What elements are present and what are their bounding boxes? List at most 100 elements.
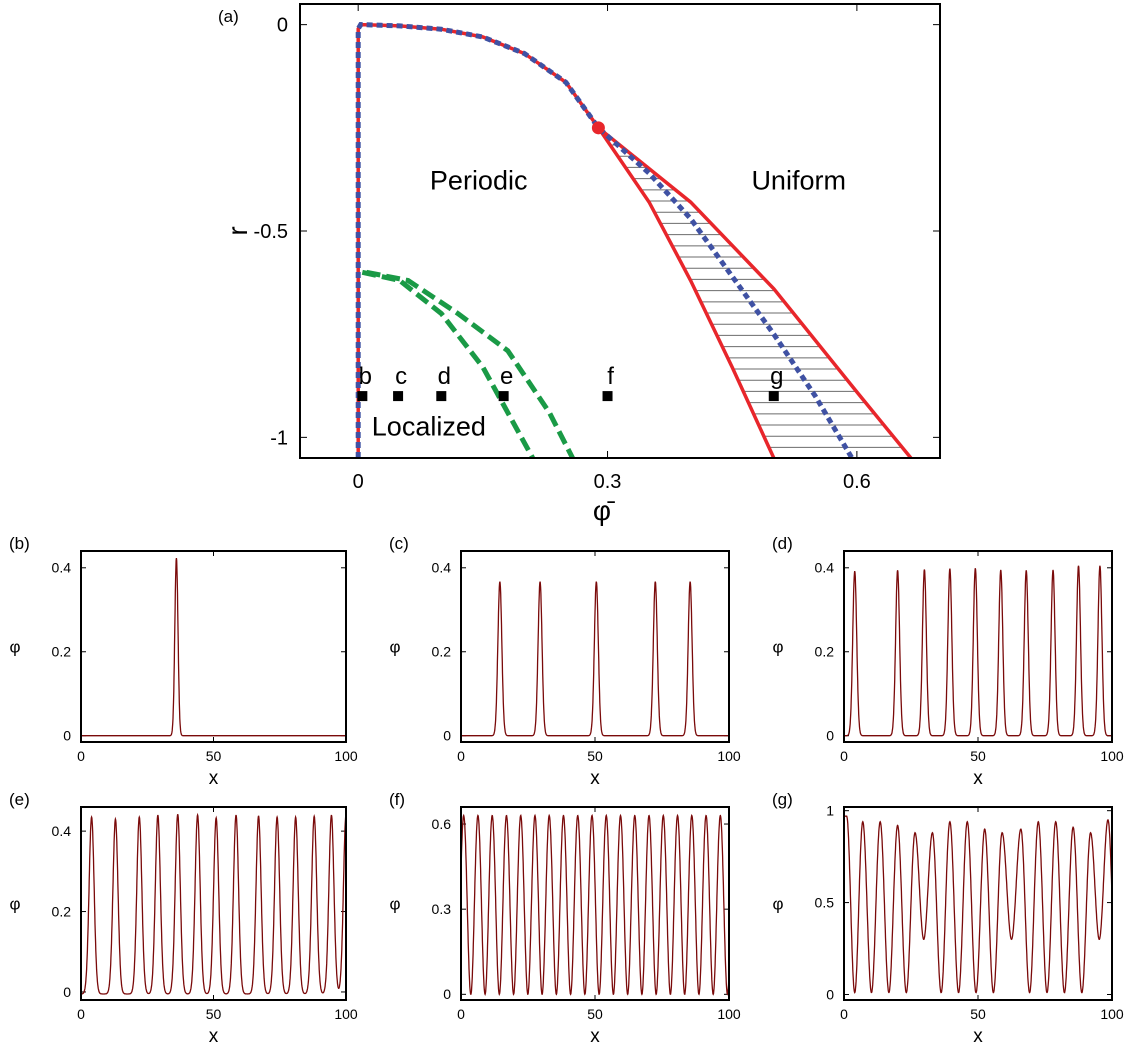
panel-label: (d) [772,534,793,553]
x-tick-label: 50 [970,1006,986,1022]
y-tick-label: 0 [443,986,451,1002]
x-axis-label: x [590,1026,600,1047]
y-tick-label: 0 [443,728,451,744]
y-tick-label: 0.6 [432,816,452,832]
x-tick-label: 100 [717,1006,741,1022]
state-marker-d [436,391,447,402]
y-tick-label: 0.2 [52,644,72,660]
phi-profile-line [461,581,729,737]
y-tick-label: 0.3 [432,901,452,917]
y-tick-label: 0 [277,15,288,37]
x-tick-label: 0 [457,1006,465,1022]
y-tick-label: 0 [826,986,834,1002]
state-marker-b [357,391,368,402]
panel-label: (e) [9,790,30,809]
y-tick-label: -1 [270,427,288,449]
region-label: Localized [372,411,486,441]
state-marker-label: b [359,363,372,390]
region-label: Periodic [430,166,528,196]
x-tick-label: 50 [587,748,603,764]
x-tick-label: 50 [206,748,222,764]
x-tick-label: 100 [1100,1006,1124,1022]
y-tick-label: 0.4 [52,560,72,576]
panel-c: 0 50 100 0 0.2 0.4 x φ (c) [389,534,741,789]
blue-dotted-curve [355,22,855,458]
state-marker-label: c [395,363,407,390]
panel-e: 0 50 100 0 0.2 0.4 x φ (e) [9,790,358,1047]
phi-profile-line [844,565,1112,737]
green-dashed-curve [366,269,575,458]
panel-g: 0 50 100 0 0.5 1 x φ (g) [772,790,1124,1047]
plot-frame [80,806,347,1001]
y-tick-label: 0.5 [815,894,835,910]
panel-label: (f) [389,790,405,809]
y-axis-label: φ [9,895,20,914]
panel-b: 0 50 100 0 0.2 0.4 x φ (b) [9,534,358,789]
x-axis-label: x [973,1026,983,1047]
region-label: Uniform [751,166,846,196]
x-tick-label: 0 [457,748,465,764]
state-marker-g [768,391,779,402]
phi-profile-line [81,812,346,995]
state-marker-label: g [770,363,783,390]
x-axis-label: x [209,1026,219,1047]
plot-frame [80,550,347,743]
panel-a-plot-area [355,22,913,458]
state-marker-f [602,391,613,402]
y-axis-label: φ [389,638,400,657]
panel-f: 0 50 100 0 0.3 0.6 x φ (f) [389,790,741,1047]
y-tick-label: 0.2 [432,644,452,660]
x-tick-label: 50 [970,748,986,764]
phi-profile-line [461,813,729,996]
phi-profile-line [844,815,1112,994]
x-tick-label: 0.3 [594,471,622,493]
y-axis-label: φ [9,638,20,657]
x-axis-label: x [590,768,600,789]
y-axis-label: φ [772,638,783,657]
plot-frame [843,550,1113,743]
x-tick-label: 0 [77,748,85,764]
x-tick-label: 100 [334,1006,358,1022]
state-marker-label: d [438,363,451,390]
y-tick-label: 0.2 [815,644,835,660]
y-tick-label: 0.2 [52,903,72,919]
state-marker-e [498,391,509,402]
plot-frame [460,806,730,1001]
x-axis-label: φ̄ [593,495,615,526]
y-axis-label: r [222,226,253,235]
x-tick-label: 100 [717,748,741,764]
x-tick-label: 0.6 [843,471,871,493]
x-tick-label: 0 [353,471,364,493]
plot-frame [460,550,730,743]
x-tick-label: 50 [587,1006,603,1022]
x-axis-label: x [209,768,219,789]
y-tick-label: 0 [63,984,71,1000]
x-tick-label: 50 [206,1006,222,1022]
panel-label: (a) [218,7,239,26]
state-marker-c [393,391,404,402]
plot-frame [843,806,1113,1001]
y-tick-label: 0.4 [432,560,452,576]
panel-d: 0 50 100 0 0.2 0.4 x φ (d) [772,534,1124,789]
y-tick-label: 0 [826,728,834,744]
critical-point-marker [591,121,605,135]
panel-label: (g) [772,790,793,809]
panel-label: (b) [9,534,30,553]
panel-label: (c) [389,534,409,553]
y-tick-label: 0.4 [52,823,72,839]
y-axis-label: φ [389,895,400,914]
y-tick-label: -0.5 [254,221,288,243]
state-marker-label: f [607,363,614,390]
red-binodal-curve [597,126,913,458]
phi-profile-line [81,558,346,737]
y-tick-label: 1 [826,803,834,819]
y-tick-label: 0.4 [815,560,835,576]
x-tick-label: 0 [840,748,848,764]
red-binodal-curve [596,126,776,458]
x-tick-label: 0 [77,1006,85,1022]
x-tick-label: 100 [1100,748,1124,764]
plot-frame [299,3,941,459]
